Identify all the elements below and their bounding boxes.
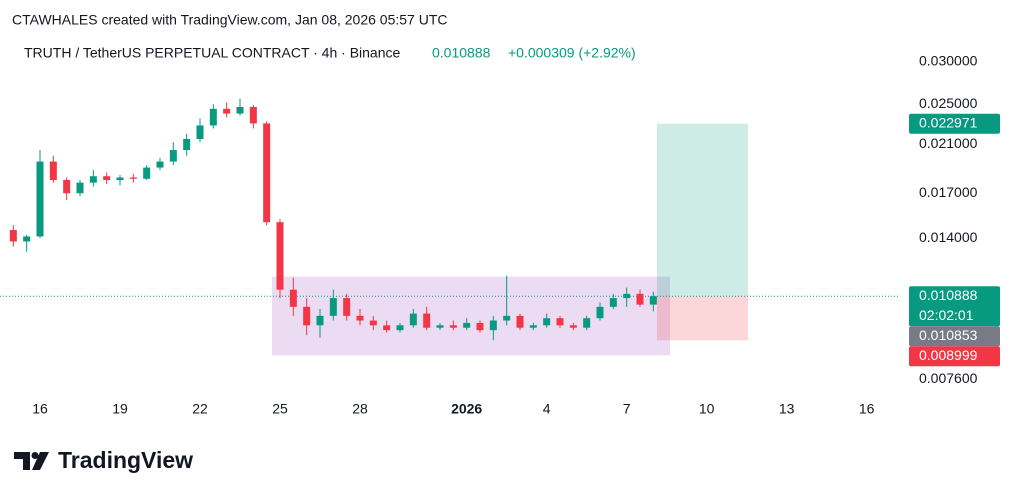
price-label-box: [909, 346, 1000, 367]
x-tick-label: 4: [543, 401, 551, 417]
candle-body: [249, 106, 257, 124]
x-tick-label: 28: [352, 401, 368, 417]
candle-body: [223, 108, 231, 114]
x-tick-label: 7: [623, 401, 631, 417]
candle-body: [516, 315, 524, 328]
brand-logo: TradingView: [14, 447, 193, 473]
candle-body: [529, 325, 537, 328]
candle-body: [183, 138, 191, 151]
candle-body: [449, 325, 457, 328]
candle-body: [143, 167, 151, 179]
candle-body: [209, 108, 217, 126]
candle-body: [569, 325, 577, 328]
x-tick-label: 2026: [451, 401, 482, 417]
candle-body: [49, 161, 57, 181]
candle-body: [156, 161, 164, 168]
price-change: +0.000309 (+2.92%): [508, 45, 636, 61]
candle-body: [649, 296, 657, 305]
x-tick-label: 16: [859, 401, 875, 417]
x-tick-label: 16: [32, 401, 48, 417]
candle-body: [23, 236, 31, 242]
candle-body: [289, 289, 297, 307]
x-tick-label: 13: [779, 401, 795, 417]
price-label-box: [909, 113, 1000, 134]
x-tick-label: 22: [192, 401, 208, 417]
candle-body: [636, 293, 644, 305]
candle-body: [436, 325, 444, 328]
candle-body: [9, 230, 17, 242]
target-zone: [657, 123, 748, 297]
candle-body: [276, 222, 284, 290]
candle-body: [556, 318, 564, 326]
candle-body: [609, 298, 617, 307]
candle-body: [196, 125, 204, 139]
candle-body: [489, 320, 497, 331]
x-tick-label: 19: [112, 401, 128, 417]
candle-body: [316, 315, 324, 326]
candle-body: [89, 176, 97, 183]
candle-body: [463, 322, 471, 328]
candle-body: [169, 150, 177, 162]
candle-body: [396, 325, 404, 331]
candle-body: [503, 315, 511, 321]
y-tick-label: 0.025000: [919, 95, 978, 111]
candle-body: [76, 182, 84, 194]
countdown: 02:02:01: [919, 307, 974, 323]
stop-zone: [657, 296, 748, 341]
price-label-box: [909, 286, 1000, 327]
candle-body: [329, 298, 337, 316]
price-label: 0.008999: [919, 347, 978, 363]
symbol-title: TRUTH / TetherUS PERPETUAL CONTRACT · 4h…: [24, 45, 400, 61]
candle-body: [343, 298, 351, 316]
y-tick-label: 0.007600: [919, 370, 978, 386]
candle-body: [63, 180, 71, 194]
last-price: 0.010888: [432, 45, 491, 61]
candle-body: [409, 313, 417, 326]
y-tick-label: 0.017000: [919, 184, 978, 200]
y-tick-label: 0.030000: [919, 53, 978, 69]
candle-body: [263, 123, 271, 223]
price-label: 0.010888: [919, 287, 978, 303]
candle-body: [303, 306, 311, 326]
price-label: 0.022971: [919, 114, 978, 130]
candle-body: [36, 161, 44, 237]
candle-body: [383, 325, 391, 331]
candle-body: [116, 177, 124, 181]
price-label: 0.010853: [919, 327, 978, 343]
y-tick-label: 0.021000: [919, 135, 978, 151]
y-tick-label: 0.014000: [919, 229, 978, 245]
range-box: [272, 276, 670, 356]
x-tick-label: 25: [272, 401, 288, 417]
candle-body: [129, 177, 137, 179]
credit: CTAWHALES created with TradingView.com, …: [12, 12, 448, 28]
price-label-box: [909, 326, 1000, 347]
candle-body: [236, 106, 244, 114]
candle-body: [543, 318, 551, 326]
candle-body: [369, 320, 377, 326]
x-tick-label: 10: [699, 401, 715, 417]
candle-body: [423, 313, 431, 328]
brand-name: TradingView: [58, 447, 193, 473]
candle-body: [476, 322, 484, 331]
candle-body: [623, 293, 631, 299]
candle-body: [596, 306, 604, 319]
candle-body: [583, 318, 591, 328]
candle-body: [103, 176, 111, 181]
candle-body: [356, 315, 364, 321]
